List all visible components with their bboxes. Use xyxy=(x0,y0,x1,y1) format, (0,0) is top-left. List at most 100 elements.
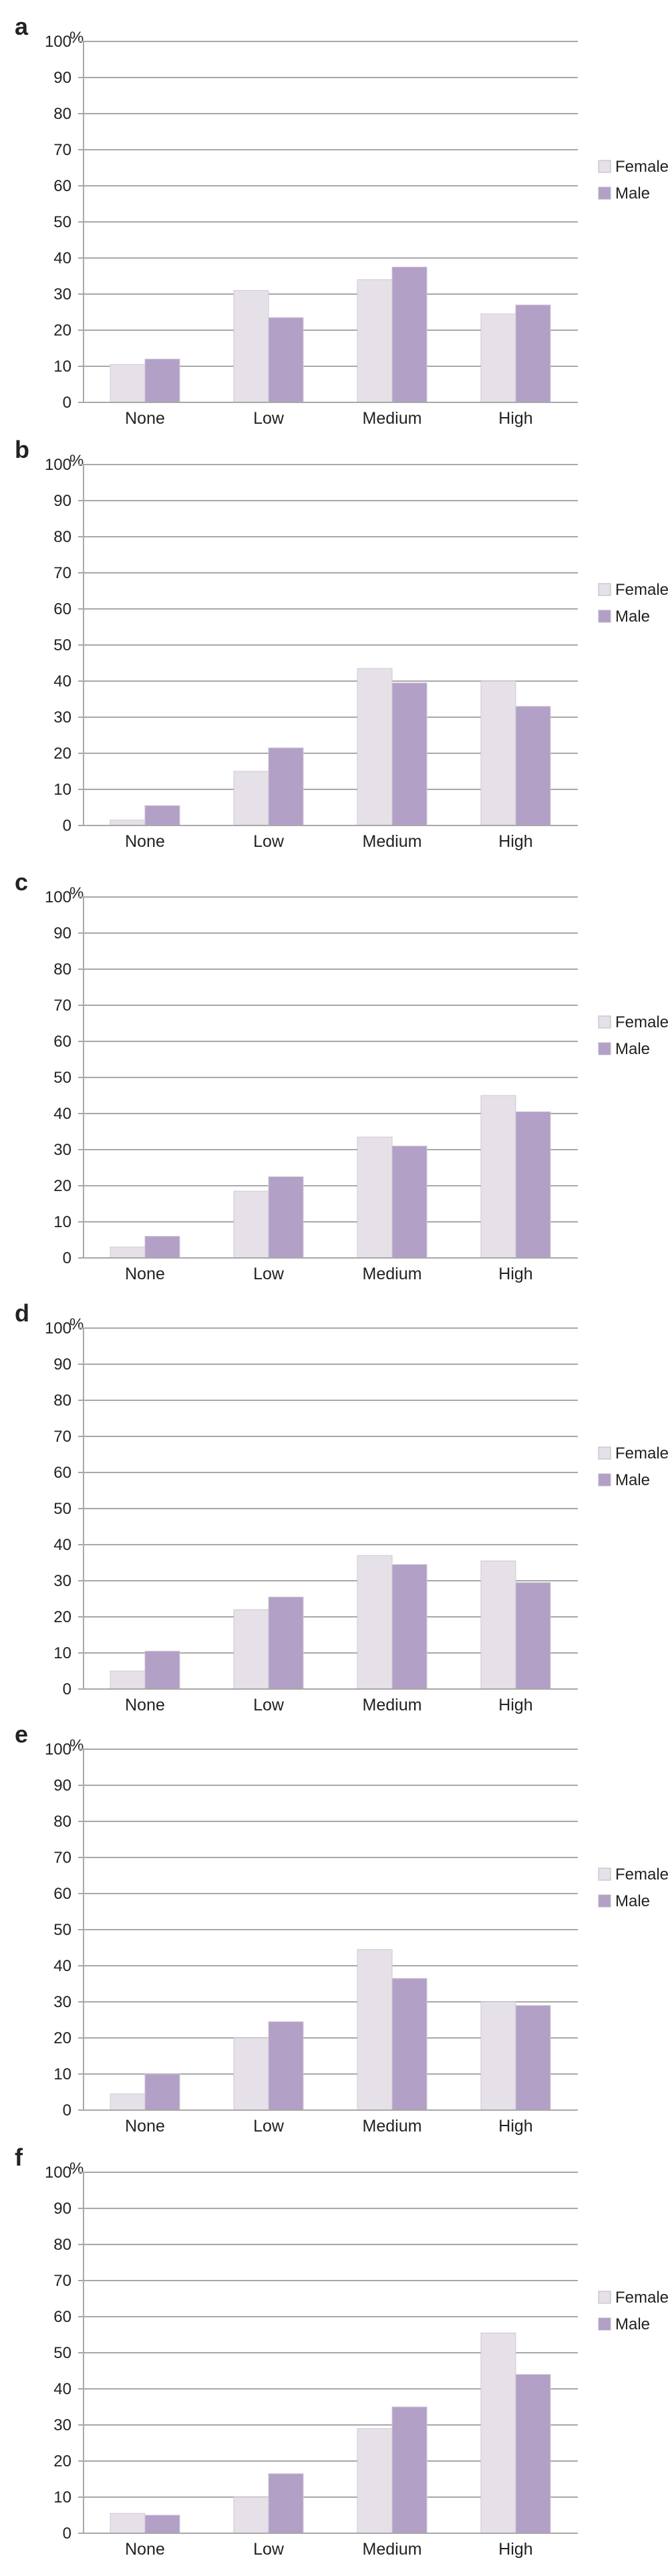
bar-male-medium xyxy=(391,1146,428,1259)
x-category-label: Medium xyxy=(363,2117,422,2136)
bar-male-low xyxy=(268,2473,304,2534)
y-tick-label: 0 xyxy=(63,817,71,835)
bar-female-none xyxy=(110,1247,146,1259)
y-tick-label: 90 xyxy=(53,2200,71,2218)
x-category-label: High xyxy=(498,2540,532,2559)
bar-female-low xyxy=(233,2037,269,2111)
legend-swatch-male xyxy=(598,1473,611,1487)
legend-label-male: Male xyxy=(615,184,650,203)
y-tick-label: 30 xyxy=(53,709,71,727)
x-category-label: None xyxy=(125,2540,165,2559)
legend-label-male: Male xyxy=(615,608,650,626)
legend-label-female: Female xyxy=(615,581,668,599)
y-tick-label: 100 xyxy=(45,888,71,906)
bar-female-none xyxy=(110,364,146,403)
y-tick-label: 30 xyxy=(53,1141,71,1159)
y-tick-label: 40 xyxy=(53,1957,71,1975)
legend: Female Male xyxy=(598,1444,668,1489)
y-tick-label: 100 xyxy=(45,456,71,474)
legend: Female Male xyxy=(598,1013,668,1058)
bar-female-medium xyxy=(357,1136,393,1259)
x-category-label: Low xyxy=(253,1696,285,1714)
y-tick-label: 100 xyxy=(45,1319,71,1337)
y-tick-label: 40 xyxy=(53,249,71,267)
legend-label-female: Female xyxy=(615,1013,668,1031)
y-tick-label: 60 xyxy=(53,177,71,195)
y-axis-unit-label: % xyxy=(69,452,84,470)
x-category-label: High xyxy=(498,1696,532,1714)
panel-letter: a xyxy=(15,13,29,40)
y-tick-label: 90 xyxy=(53,924,71,942)
chart-panel-a: a % 0 10 20 30 40 50 60 70 80 90 100 None Low Medium Hig… xyxy=(15,13,668,428)
bar-male-none xyxy=(144,2515,180,2534)
y-tick-label: 10 xyxy=(53,2488,71,2506)
y-tick-label: 40 xyxy=(53,2380,71,2398)
y-tick-label: 10 xyxy=(53,1213,71,1231)
y-tick-label: 100 xyxy=(45,1741,71,1759)
y-tick-label: 80 xyxy=(53,2236,71,2254)
panel-letter: e xyxy=(15,1720,28,1748)
bar-female-none xyxy=(110,2093,146,2111)
bar-male-none xyxy=(144,358,180,403)
y-tick-label: 90 xyxy=(53,1356,71,1374)
x-category-label: High xyxy=(498,832,532,851)
y-tick-label: 30 xyxy=(53,1993,71,2011)
y-tick-label: 60 xyxy=(53,1033,71,1051)
x-category-label: None xyxy=(125,1696,165,1714)
bar-female-medium xyxy=(357,1555,393,1690)
x-category-label: Low xyxy=(253,832,285,851)
y-tick-label: 20 xyxy=(53,1177,71,1195)
legend-swatch-female xyxy=(598,1446,611,1460)
y-tick-label: 30 xyxy=(53,285,71,303)
y-tick-label: 10 xyxy=(53,1644,71,1662)
y-tick-label: 100 xyxy=(45,33,71,51)
y-tick-label: 50 xyxy=(53,1069,71,1087)
bar-male-medium xyxy=(391,2406,428,2534)
x-category-label: Low xyxy=(253,2117,285,2136)
bar-female-none xyxy=(110,1670,146,1690)
x-category-label: Medium xyxy=(363,1696,422,1714)
y-tick-label: 80 xyxy=(53,1813,71,1831)
bar-female-low xyxy=(233,771,269,826)
y-tick-label: 70 xyxy=(53,141,71,159)
bar-male-high xyxy=(515,1111,551,1259)
bar-female-low xyxy=(233,1190,269,1259)
x-category-label: Low xyxy=(253,409,285,428)
bar-male-high xyxy=(515,2373,551,2534)
y-tick-label: 0 xyxy=(63,2101,71,2119)
chart-panel-b: b % 0 10 20 30 40 50 60 70 80 90 100 None Low Medium Hig… xyxy=(15,436,668,851)
bar-male-none xyxy=(144,1650,180,1690)
y-tick-label: 90 xyxy=(53,1777,71,1795)
x-category-label: High xyxy=(498,409,532,428)
legend-swatch-female xyxy=(598,1015,611,1029)
x-category-label: High xyxy=(498,1265,532,1283)
legend: Female Male xyxy=(598,158,668,203)
bar-male-low xyxy=(268,747,304,826)
y-tick-label: 80 xyxy=(53,105,71,123)
bar-male-medium xyxy=(391,1564,428,1690)
panel-letter: c xyxy=(15,868,28,896)
bar-male-low xyxy=(268,1596,304,1690)
bar-female-none xyxy=(110,819,146,826)
y-tick-label: 50 xyxy=(53,1921,71,1939)
bar-male-low xyxy=(268,317,304,403)
legend-label-female: Female xyxy=(615,158,668,176)
bar-male-medium xyxy=(391,267,428,403)
chart-panel-d: d % 0 10 20 30 40 50 60 70 80 90 100 None Low Medium Hig… xyxy=(15,1299,668,1714)
legend-swatch-male xyxy=(598,2317,611,2331)
y-tick-label: 20 xyxy=(53,321,71,340)
bar-male-none xyxy=(144,1236,180,1259)
y-tick-label: 100 xyxy=(45,2164,71,2182)
bar-female-high xyxy=(480,313,516,403)
x-category-label: None xyxy=(125,1265,165,1283)
y-tick-label: 0 xyxy=(63,394,71,412)
bar-male-medium xyxy=(391,682,428,826)
legend-label-female: Female xyxy=(615,1865,668,1884)
legend-swatch-male xyxy=(598,1042,611,1055)
y-tick-label: 60 xyxy=(53,1464,71,1482)
legend-label-male: Male xyxy=(615,1040,650,1058)
y-tick-label: 40 xyxy=(53,1536,71,1554)
x-category-label: Medium xyxy=(363,2540,422,2559)
y-tick-label: 80 xyxy=(53,528,71,546)
